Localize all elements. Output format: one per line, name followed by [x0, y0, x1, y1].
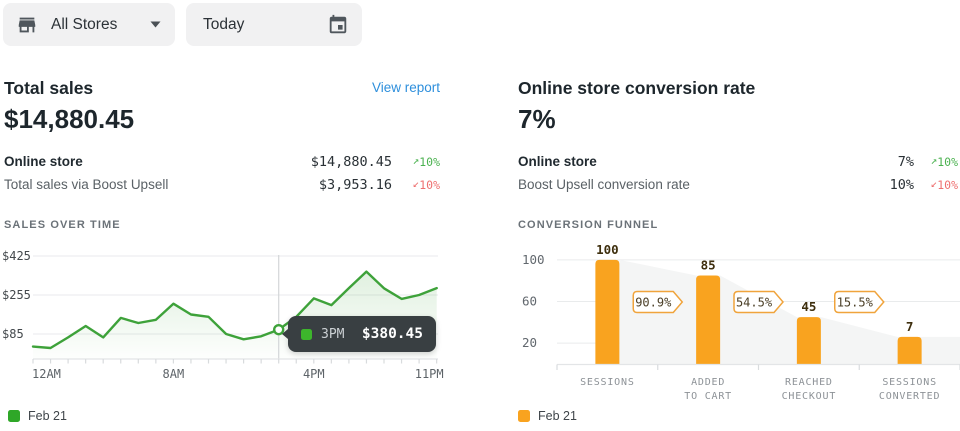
legend-swatch-orange: [518, 410, 530, 422]
category-label: ADDED: [691, 377, 725, 388]
metric-delta: ↙10%: [930, 176, 958, 192]
store-icon: [18, 17, 36, 32]
legend-label: Feb 21: [28, 409, 67, 423]
metric-label: Total sales via Boost Upsell: [4, 177, 169, 192]
conversion-rate-label: 54.5%: [736, 296, 773, 310]
total-sales-value: $14,880.45: [4, 104, 135, 134]
x-axis-label: 11PM: [415, 367, 444, 381]
sales-legend: Feb 21: [8, 409, 67, 423]
x-axis-label: 4PM: [303, 367, 325, 381]
total-sales-metrics: Online store $14,880.45 ↗10% Total sales…: [4, 150, 440, 196]
store-selector-label: All Stores: [51, 15, 118, 33]
y-axis-label: $85: [2, 327, 24, 341]
date-selector-label: Today: [203, 15, 245, 33]
metric-delta: ↙10%: [412, 176, 440, 192]
date-selector-button[interactable]: Today: [186, 3, 362, 46]
metric-value: $14,880.45: [310, 153, 392, 170]
funnel-legend: Feb 21: [518, 409, 577, 423]
conversion-rate-label: 90.9%: [635, 296, 672, 310]
chevron-down-icon: [150, 21, 161, 28]
topbar: All Stores Today: [3, 3, 362, 46]
conversion-rate-title: Online store conversion rate: [518, 78, 756, 98]
funnel-bar[interactable]: [595, 259, 620, 364]
metric-label: Online store: [518, 154, 597, 169]
trend-up-icon: ↗: [930, 153, 938, 167]
conversion-funnel-chart[interactable]: 100 60 20 100 85 45 7 90.9% 54.5% 15.5% SESSIONS AD…: [518, 242, 960, 407]
bar-value-label: 100: [596, 242, 619, 257]
metric-row: Online store 7% ↗10%: [518, 150, 958, 173]
conversion-rate-label: 15.5%: [837, 296, 874, 310]
legend-swatch-green: [8, 410, 20, 422]
metric-row: Boost Upsell conversion rate 10% ↙10%: [518, 173, 958, 196]
conversion-rate-value: 7%: [518, 104, 556, 134]
conversion-funnel-heading: CONVERSION FUNNEL: [518, 219, 659, 231]
metric-row: Total sales via Boost Upsell $3,953.16 ↙…: [4, 173, 440, 196]
x-axis-label: 12AM: [32, 367, 61, 381]
sales-line-chart[interactable]: $425 $255 $85 12AM 8AM 4PM 11PM: [0, 249, 444, 381]
chart-tooltip: 3PM $380.45: [282, 316, 436, 352]
funnel-bar[interactable]: [897, 336, 922, 364]
category-label: SESSIONS: [580, 377, 635, 388]
sales-over-time-heading: SALES OVER TIME: [4, 219, 121, 231]
total-sales-title: Total sales: [4, 78, 94, 98]
metric-label: Boost Upsell conversion rate: [518, 177, 690, 192]
metric-value: 7%: [897, 153, 914, 170]
category-label: TO CART: [684, 391, 732, 402]
conversion-metrics: Online store 7% ↗10% Boost Upsell conver…: [518, 150, 958, 196]
tooltip-time: 3PM: [321, 326, 345, 342]
metric-row: Online store $14,880.45 ↗10%: [4, 150, 440, 173]
conversion-rate-badge: [733, 290, 784, 314]
conversion-rate-badge: [834, 290, 885, 314]
trend-up-icon: ↗: [412, 153, 420, 167]
sales-line[interactable]: [31, 270, 438, 350]
metric-delta: ↗10%: [412, 153, 440, 169]
metric-delta: ↗10%: [930, 153, 958, 169]
store-selector-button[interactable]: All Stores: [3, 3, 175, 46]
x-axis-label: 8AM: [163, 367, 185, 381]
metric-value: 10%: [889, 176, 914, 193]
funnel-bar[interactable]: [696, 275, 721, 364]
metric-label: Online store: [4, 154, 83, 169]
series-swatch: [301, 328, 312, 340]
trend-down-icon: ↙: [930, 176, 938, 190]
y-axis-label: 100: [522, 252, 545, 267]
bar-value-label: 7: [906, 319, 914, 334]
calendar-icon: [329, 14, 347, 33]
tooltip-value: $380.45: [361, 326, 423, 342]
y-axis-label: 60: [522, 293, 537, 308]
y-axis-label: 20: [522, 335, 537, 350]
y-axis-label: $255: [2, 288, 31, 302]
category-label: SESSIONS: [882, 377, 937, 388]
category-label: CHECKOUT: [782, 391, 837, 402]
funnel-bar[interactable]: [796, 317, 821, 364]
category-label: REACHED: [785, 377, 833, 388]
metric-value: $3,953.16: [318, 176, 392, 193]
bar-value-label: 45: [801, 299, 816, 314]
conversion-rate-badge: [632, 290, 684, 314]
category-label: CONVERTED: [879, 391, 940, 402]
view-report-link[interactable]: View report: [371, 80, 440, 95]
y-axis-label: $425: [2, 249, 31, 263]
legend-label: Feb 21: [538, 409, 577, 423]
trend-down-icon: ↙: [412, 176, 420, 190]
bar-value-label: 85: [701, 257, 716, 272]
